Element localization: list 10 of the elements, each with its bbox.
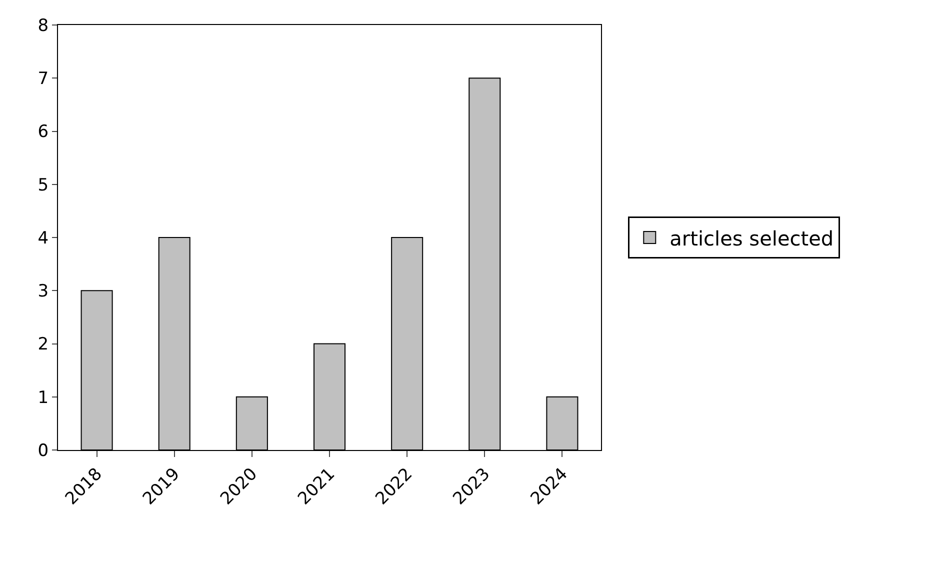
y-tick-label: 1: [38, 388, 49, 408]
y-tick-label: 5: [38, 175, 49, 196]
y-tick-label: 8: [38, 16, 49, 36]
y-tick-label: 6: [38, 122, 49, 142]
y-tick-label: 7: [38, 69, 49, 90]
legend-label: articles selected: [670, 226, 834, 250]
y-tick-label: 0: [38, 440, 49, 461]
y-tick-label: 4: [38, 228, 49, 248]
y-tick-label: 2: [38, 334, 49, 355]
y-tick-label: 3: [38, 282, 49, 302]
